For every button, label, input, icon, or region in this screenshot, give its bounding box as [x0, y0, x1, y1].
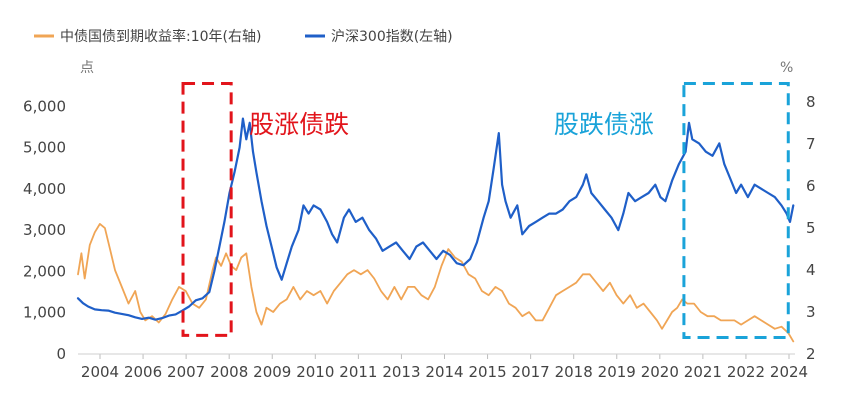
left-tick-label: 5,000: [23, 139, 66, 157]
x-tick-label: 2022: [727, 363, 765, 381]
left-axis-ticks: 0 1,000 2,000 3,000 4,000 5,000 6,000: [23, 97, 66, 363]
right-tick-label: 2: [806, 345, 816, 363]
x-tick-label: 2006: [124, 363, 162, 381]
x-tick-label: 2011: [339, 363, 377, 381]
left-tick-label: 0: [56, 345, 66, 363]
annotation-layer: 股涨债跌 股跌债涨: [181, 82, 790, 339]
x-tick-label: 2021: [684, 363, 722, 381]
right-tick-label: 7: [806, 135, 816, 153]
legend-label-csi300: 沪深300指数(左轴): [331, 29, 453, 45]
right-tick-label: 5: [806, 219, 816, 237]
series-line-yield: [77, 223, 795, 343]
right-tick-label: 6: [806, 177, 816, 195]
right-tick-label: 3: [806, 303, 816, 321]
x-tick-label: 2020: [641, 363, 679, 381]
left-tick-label: 4,000: [23, 180, 66, 198]
series-layer: [76, 117, 795, 343]
x-tick-label: 2009: [253, 363, 291, 381]
x-tick-label: 2019: [598, 363, 636, 381]
x-axis-ticks: 2004 2006 2007 2008 2009 2010 2011 2013 2014 2015…: [81, 354, 808, 381]
annotation-label: 股涨债跌: [249, 110, 349, 139]
right-tick-label: 4: [806, 261, 816, 279]
series-line-csi300: [76, 117, 795, 321]
left-axis-unit: 点: [80, 60, 94, 76]
x-tick-label: 2013: [382, 363, 420, 381]
x-tick-label: 2017: [512, 363, 550, 381]
right-axis-ticks: 2 3 4 5 6 7 8: [806, 93, 816, 363]
x-tick-label: 2014: [425, 363, 463, 381]
x-tick-label: 2024: [770, 363, 808, 381]
x-tick-label: 2008: [210, 363, 248, 381]
legend-label-yield: 中债国债到期收益率:10年(右轴): [60, 28, 261, 45]
x-tick-label: 2018: [555, 363, 593, 381]
right-axis-unit: %: [780, 60, 793, 76]
left-tick-label: 1,000: [23, 304, 66, 322]
annotation-label: 股跌债涨: [554, 110, 654, 139]
x-tick-label: 2004: [81, 363, 119, 381]
left-tick-label: 6,000: [23, 97, 66, 115]
legend: 中债国债到期收益率:10年(右轴) 沪深300指数(左轴): [34, 28, 453, 45]
left-tick-label: 2,000: [23, 262, 66, 280]
left-tick-label: 3,000: [23, 221, 66, 239]
x-tick-label: 2015: [468, 363, 506, 381]
x-tick-label: 2010: [296, 363, 334, 381]
annotation-box: [181, 82, 233, 337]
right-tick-label: 8: [806, 93, 816, 111]
annotation-box: [682, 82, 790, 339]
x-tick-label: 2007: [167, 363, 205, 381]
